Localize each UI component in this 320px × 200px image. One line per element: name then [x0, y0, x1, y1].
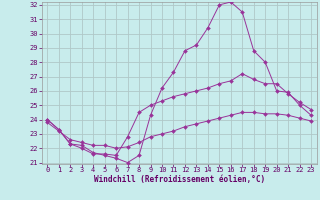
X-axis label: Windchill (Refroidissement éolien,°C): Windchill (Refroidissement éolien,°C) [94, 175, 265, 184]
